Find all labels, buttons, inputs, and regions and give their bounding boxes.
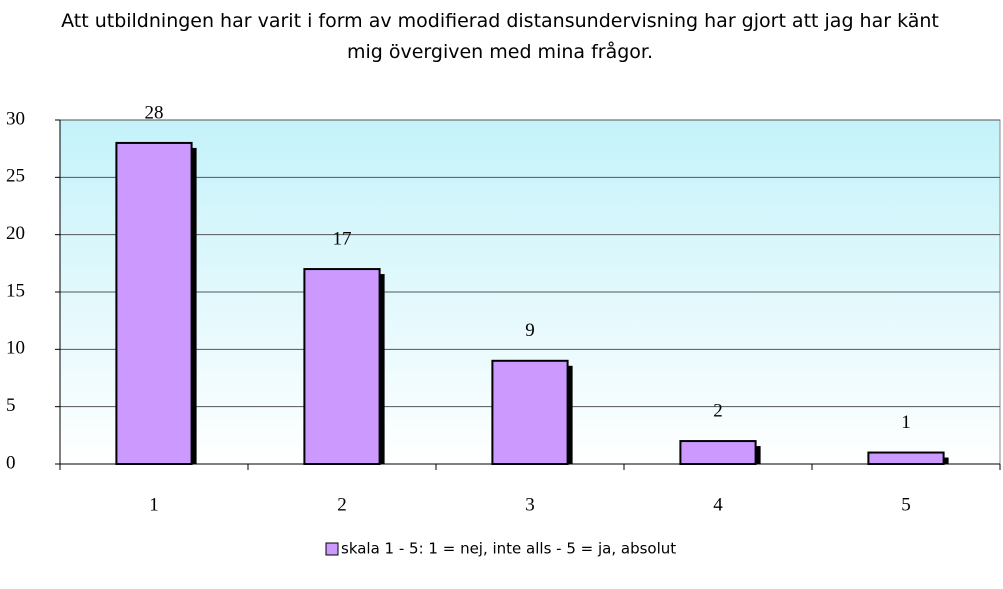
x-tick-label: 3 [525,494,535,515]
value-label: 1 [901,412,911,433]
value-label: 9 [525,320,535,341]
y-tick-label: 30 [6,108,25,129]
y-tick-label: 0 [6,452,16,473]
bar [303,268,381,466]
bar [491,359,569,465]
value-label: 2 [713,400,723,421]
legend-swatch [325,542,339,556]
y-tick-label: 20 [6,223,25,244]
bar [867,451,945,465]
y-tick-label: 25 [6,166,25,187]
legend-label: skala 1 - 5: 1 = nej, inte alls - 5 = ja… [341,540,676,558]
y-tick-label: 15 [6,280,25,301]
bar [115,141,193,466]
value-label: 17 [333,228,352,249]
chart-title: Att utbildningen har varit i form av mod… [61,10,939,63]
x-tick-label: 4 [713,494,723,515]
value-label: 28 [145,102,164,123]
x-tick-label: 1 [149,494,159,515]
bar [679,440,757,466]
y-tick-label: 5 [6,395,16,416]
y-tick-label: 10 [6,338,25,359]
x-tick-label: 5 [901,494,911,515]
x-tick-label: 2 [337,494,347,515]
